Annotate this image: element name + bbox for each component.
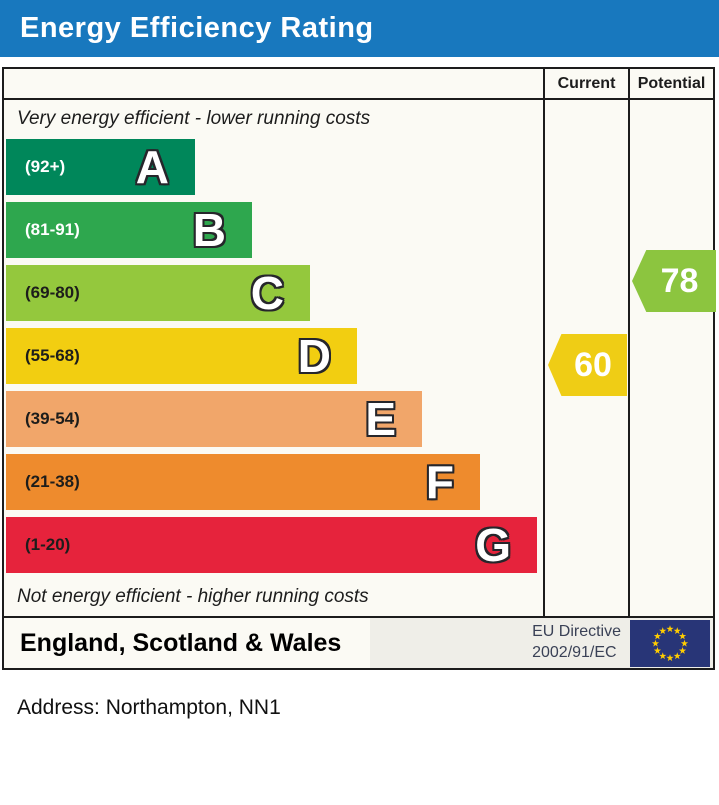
band-range-label: (21-38): [25, 472, 80, 491]
band-letter: D: [297, 330, 331, 382]
band-letter: G: [475, 519, 511, 571]
band-row-e: (39-54) E: [6, 391, 422, 447]
header-potential: Potential: [628, 69, 713, 100]
eu-directive-line2: 2002/91/EC: [532, 644, 617, 661]
eu-directive-line1: EU Directive: [532, 623, 621, 641]
band-range-label: (69-80): [25, 283, 80, 302]
epc-rating-table: Current Potential Very energy efficient …: [2, 67, 716, 670]
band-scale-area: Very energy efficient - lower running co…: [4, 100, 543, 616]
eu-directive-label: EU Directive 2002/91/EC: [532, 622, 621, 664]
current-rating-value: 60: [574, 345, 612, 384]
band-letter: B: [192, 204, 226, 256]
band-row-c: (69-80) C: [6, 265, 310, 321]
band-range-label: (39-54): [25, 409, 80, 428]
note-not-efficient: Not energy efficient - higher running co…: [17, 586, 369, 607]
potential-rating-value: 78: [660, 261, 699, 300]
band-range-label: (55-68): [25, 346, 80, 365]
band-range-label: (1-20): [25, 535, 71, 554]
eu-flag-stars: [651, 624, 689, 661]
band-list: (92+) A (81-91) B (69-80) C (55-68) D (3…: [6, 139, 543, 580]
table-footer: England, Scotland & Wales EU Directive 2…: [4, 616, 713, 668]
region-label: England, Scotland & Wales: [20, 628, 342, 657]
eu-directive-panel: EU Directive 2002/91/EC: [370, 618, 713, 668]
header-bands-cell: [4, 69, 543, 100]
band-row-f: (21-38) F: [6, 454, 480, 510]
note-very-efficient: Very energy efficient - lower running co…: [17, 108, 371, 129]
band-row-b: (81-91) B: [6, 202, 252, 258]
band-row-g: (1-20) G: [6, 517, 537, 573]
band-letter: F: [425, 456, 454, 508]
band-letter: E: [365, 393, 396, 445]
title-bar: Energy Efficiency Rating: [0, 0, 719, 57]
band-letter: C: [250, 267, 284, 319]
page-title: Energy Efficiency Rating: [20, 12, 374, 44]
band-row-d: (55-68) D: [6, 328, 357, 384]
band-range-label: (81-91): [25, 220, 80, 239]
band-letter: A: [135, 141, 169, 193]
potential-column: 78: [628, 100, 716, 616]
current-column: 60: [543, 100, 628, 616]
eu-flag-icon: [630, 619, 710, 667]
header-current: Current: [543, 69, 628, 100]
current-rating-tag: 60: [548, 334, 627, 396]
band-range-label: (92+): [25, 157, 66, 176]
band-row-a: (92+) A: [6, 139, 195, 195]
address-line: Address: Northampton, NN1: [17, 696, 281, 719]
potential-rating-tag: 78: [632, 250, 716, 312]
